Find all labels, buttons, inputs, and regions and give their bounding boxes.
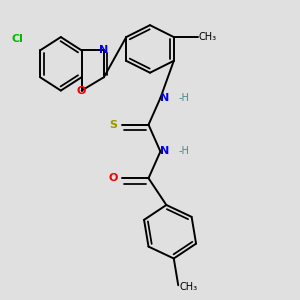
Text: N: N (160, 146, 170, 157)
Text: O: O (77, 85, 86, 96)
Text: -H: -H (179, 146, 190, 157)
Text: Cl: Cl (12, 34, 24, 44)
Text: N: N (160, 93, 170, 103)
Text: O: O (108, 173, 118, 183)
Text: S: S (109, 120, 117, 130)
Text: -H: -H (179, 93, 190, 103)
Text: CH₃: CH₃ (180, 282, 198, 292)
Text: N: N (99, 45, 109, 56)
Text: CH₃: CH₃ (199, 32, 217, 42)
